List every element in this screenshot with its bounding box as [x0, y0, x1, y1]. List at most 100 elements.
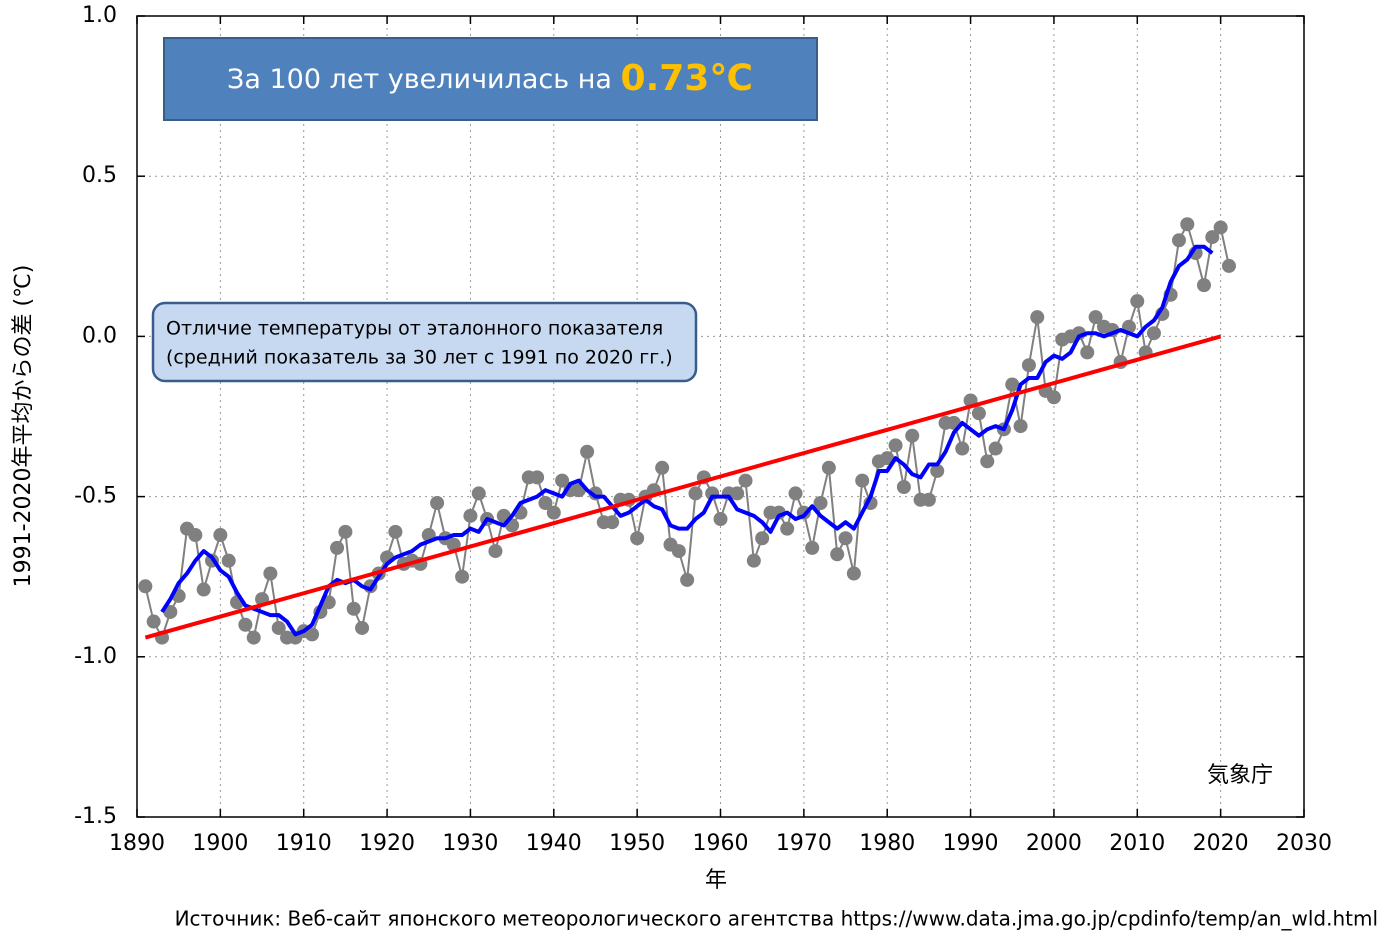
title-highlight: 0.73℃ — [621, 58, 753, 99]
x-tick-label: 2010 — [1109, 831, 1165, 856]
x-tick-label: 1990 — [943, 831, 999, 856]
x-tick-label: 1980 — [859, 831, 915, 856]
data-point — [146, 614, 161, 629]
data-point — [1021, 358, 1036, 373]
data-point — [738, 473, 753, 488]
x-axis-label: 年 — [705, 868, 727, 893]
data-point — [888, 438, 903, 453]
x-tick-label: 1920 — [359, 831, 415, 856]
data-point — [713, 512, 728, 527]
credit: 気象庁 — [1207, 763, 1273, 788]
data-point — [846, 566, 861, 581]
data-point — [138, 579, 153, 594]
data-point — [1130, 294, 1145, 309]
data-point — [838, 531, 853, 546]
data-point — [338, 524, 353, 539]
data-point — [880, 451, 895, 466]
series-line — [160, 244, 1214, 637]
y-tick-label: 0.5 — [82, 163, 117, 188]
x-tick-label: 1930 — [442, 831, 498, 856]
data-point — [246, 630, 261, 645]
data-point — [821, 460, 836, 475]
data-point — [1213, 220, 1228, 235]
data-point — [355, 620, 370, 635]
data-point — [463, 508, 478, 523]
data-point — [930, 463, 945, 478]
data-point — [1088, 310, 1103, 325]
x-tick-label: 1900 — [192, 831, 248, 856]
data-point — [988, 441, 1003, 456]
data-point — [555, 473, 570, 488]
data-point — [980, 454, 995, 469]
data-point — [346, 601, 361, 616]
data-point — [971, 406, 986, 421]
data-point — [430, 496, 445, 511]
data-point — [471, 486, 486, 501]
y-tick-label: -1.0 — [74, 644, 117, 669]
data-point — [630, 531, 645, 546]
data-point — [213, 528, 228, 543]
title-box — [163, 37, 818, 121]
data-point — [788, 486, 803, 501]
data-point — [488, 544, 503, 559]
data-point — [1171, 233, 1186, 248]
grid — [136, 15, 1305, 818]
x-tick-label: 1950 — [609, 831, 665, 856]
data-point — [188, 528, 203, 543]
data-point — [780, 521, 795, 536]
data-point — [196, 582, 211, 597]
data-point — [238, 617, 253, 632]
data-point — [755, 531, 770, 546]
data-point — [746, 553, 761, 568]
x-tick-label: 2030 — [1276, 831, 1332, 856]
y-tick-label: 1.0 — [82, 3, 117, 28]
data-point — [1221, 258, 1236, 273]
annotation-line: (средний показатель за 30 лет с 1991 по … — [166, 347, 673, 369]
x-tick-label: 1940 — [526, 831, 582, 856]
data-point — [580, 444, 595, 459]
data-point — [1005, 377, 1020, 392]
data-point — [730, 486, 745, 501]
x-tick-label: 1970 — [776, 831, 832, 856]
data-point — [1030, 310, 1045, 325]
data-point — [1146, 326, 1161, 341]
x-tick-label: 1910 — [276, 831, 332, 856]
data-point — [1013, 419, 1028, 434]
y-tick-label: -0.5 — [74, 484, 117, 509]
chart-title: За 100 лет увеличилась на — [227, 64, 620, 95]
marks — [138, 217, 1236, 645]
data-point — [546, 505, 561, 520]
data-point — [538, 496, 553, 511]
data-point — [1205, 230, 1220, 245]
data-point — [955, 441, 970, 456]
series-line — [144, 334, 1222, 640]
data-point — [921, 492, 936, 507]
data-point — [1180, 217, 1195, 232]
x-tick-label: 1960 — [693, 831, 749, 856]
y-tick-label: -1.5 — [74, 804, 117, 829]
labels: 1890 1900 1910 1920 1930 1940 1950 1960 1970 1980… — [74, 3, 1332, 856]
data-point — [221, 553, 236, 568]
data-point — [688, 486, 703, 501]
data-point — [680, 572, 695, 587]
data-point — [330, 540, 345, 555]
data-point — [655, 460, 670, 475]
x-tick-label: 2000 — [1026, 831, 1082, 856]
data-point — [1046, 390, 1061, 405]
data-point — [896, 479, 911, 494]
y-axis-label: 1991-2020年平均からの差 (℃) — [11, 265, 36, 588]
data-point — [263, 566, 278, 581]
data-point — [388, 524, 403, 539]
data-point — [305, 627, 320, 642]
source: Источник: Веб-сайт японского метеорологи… — [175, 907, 1378, 931]
y-tick-label: 0.0 — [82, 323, 117, 348]
data-point — [805, 540, 820, 555]
data-point — [830, 547, 845, 562]
data-point — [671, 544, 686, 559]
data-point — [855, 473, 870, 488]
x-tick-label: 2020 — [1193, 831, 1249, 856]
data-point — [1080, 345, 1095, 360]
annotation-box — [151, 301, 698, 383]
